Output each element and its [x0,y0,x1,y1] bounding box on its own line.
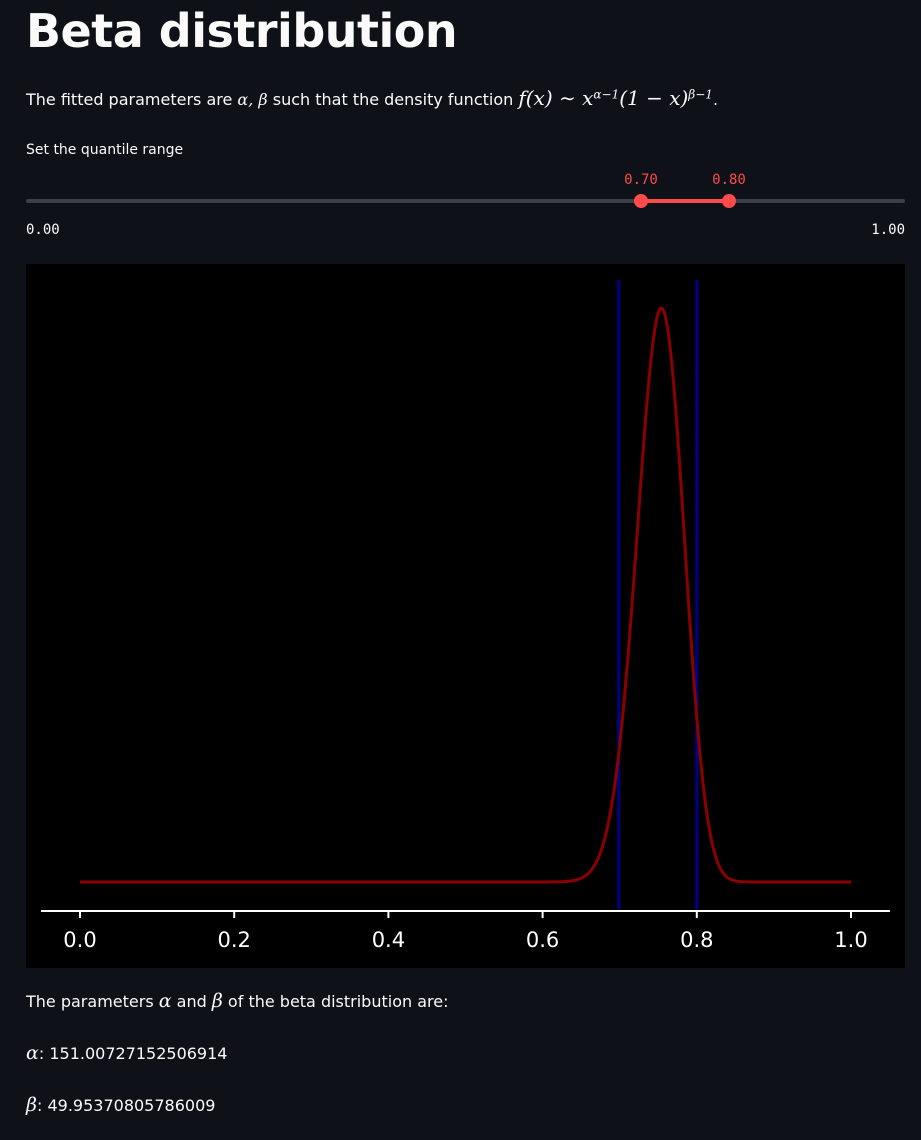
density-function-f: f(x) [518,86,553,110]
alpha-result: α: 151.00727152506914 [26,1042,227,1064]
slider-selected-range[interactable] [641,199,729,203]
slider-high-value: 0.80 [712,172,746,188]
description-suffix: . [712,90,719,109]
slider-label: Set the quantile range [26,142,184,158]
beta-result-symbol: β [26,1094,37,1116]
x-tick-label: 0.8 [680,928,713,952]
density-curve [79,306,852,884]
alpha-exponent: α−1 [593,87,620,102]
description-middle: such that the density function [267,90,519,109]
beta-value: 49.95370805786009 [47,1096,216,1115]
x-tick-label: 0.2 [217,928,250,952]
x-tick-label: 1.0 [834,928,867,952]
page-title: Beta distribution [26,4,458,58]
x-base: x [582,86,594,110]
beta-result-colon: : [36,1096,48,1115]
alpha-beta-symbols: α, β [237,90,268,109]
results-intro: The parameters α and β of the beta distr… [26,990,448,1012]
beta-distribution-chart: 0.0 0.2 0.4 0.6 0.8 1.0 [26,264,905,968]
slider-track[interactable] [26,199,905,203]
beta-symbol: β [211,990,223,1012]
results-intro-and: and [171,992,212,1011]
alpha-result-symbol: α [26,1042,39,1064]
results-intro-prefix: The parameters [26,992,159,1011]
x-tick-label: 0.6 [526,928,559,952]
results-intro-suffix: of the beta distribution are: [222,992,449,1011]
one-minus-x: (1 − x) [619,86,689,110]
alpha-symbol: α [158,990,172,1012]
slider-high-handle[interactable] [722,194,736,208]
x-tick-label: 0.4 [372,928,405,952]
chart-svg: 0.0 0.2 0.4 0.6 0.8 1.0 [41,280,890,952]
description-text: The fitted parameters are α, β such that… [26,86,718,110]
alpha-result-colon: : [38,1044,50,1063]
beta-exponent: β−1 [688,87,713,102]
x-tick-label: 0.0 [63,928,96,952]
slider-min-label: 0.00 [26,222,60,238]
alpha-value: 151.00727152506914 [49,1044,228,1063]
slider-low-value: 0.70 [624,172,658,188]
description-prefix: The fitted parameters are [26,90,238,109]
beta-result: β: 49.95370805786009 [26,1094,215,1116]
slider-max-label: 1.00 [871,222,905,238]
tilde-symbol: ∼ [552,86,583,110]
slider-low-handle[interactable] [634,194,648,208]
